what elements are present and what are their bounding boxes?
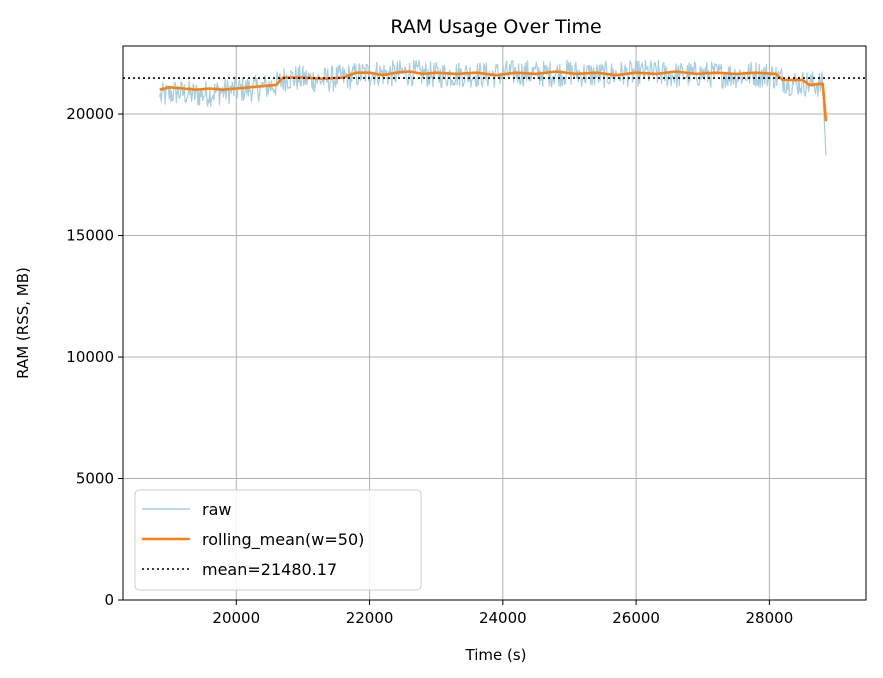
x-tick-label: 22000 [346,609,394,627]
legend-mean-label: mean=21480.17 [202,560,337,579]
y-tick-label: 0 [104,591,114,609]
chart-title: RAM Usage Over Time [390,16,601,38]
y-ticks: 0 5000 10000 15000 20000 [66,105,123,609]
y-axis-label: RAM (RSS, MB) [14,267,32,379]
legend-raw-label: raw [202,500,231,519]
series-lines [159,59,828,156]
rolling-mean-line [159,70,828,122]
x-tick-label: 28000 [746,609,794,627]
x-axis-label: Time (s) [465,646,527,664]
x-tick-label: 26000 [612,609,660,627]
x-ticks: 20000 22000 24000 26000 28000 [212,600,793,627]
y-tick-label: 15000 [66,227,114,245]
x-tick-label: 20000 [212,609,260,627]
legend-rolling-mean-label: rolling_mean(w=50) [202,530,364,550]
x-tick-label: 24000 [479,609,527,627]
legend: raw rolling_mean(w=50) mean=21480.17 [134,489,422,591]
plot-frame [122,45,867,601]
y-tick-label: 5000 [76,470,114,488]
rolling-mean-series [159,70,828,122]
legend-box [134,489,422,591]
y-tick-label: 10000 [66,348,114,366]
y-tick-label: 20000 [66,105,114,123]
